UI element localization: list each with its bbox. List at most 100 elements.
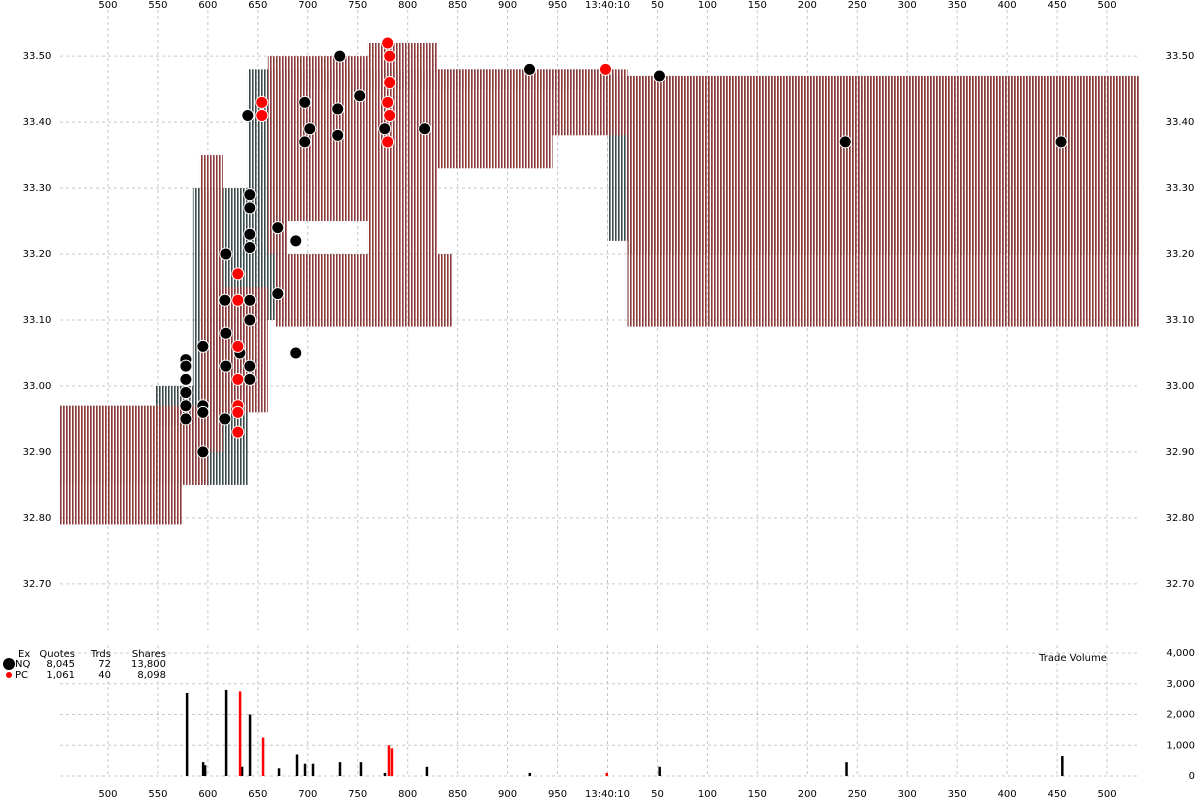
- cell: 13,800: [131, 659, 166, 670]
- trade: [289, 234, 303, 248]
- x-tick-label: 100: [698, 0, 717, 11]
- volume-bar: [240, 766, 244, 776]
- trade: [303, 122, 317, 136]
- trade: [179, 386, 193, 400]
- trade: [179, 399, 193, 413]
- header: Trds: [90, 649, 111, 660]
- y-tick-label: 0: [1189, 771, 1195, 782]
- y-tick-label: 33.10: [23, 315, 52, 326]
- trade: [196, 445, 210, 459]
- y-tick-label: 32.90: [23, 447, 52, 458]
- volume-bar: [238, 691, 242, 776]
- trade: [243, 240, 257, 254]
- x-tick-label: 400: [998, 0, 1017, 11]
- trade: [231, 372, 245, 386]
- cell: 1,061: [46, 670, 75, 681]
- y-tick-label: 33.50: [23, 51, 52, 62]
- cell: 8,098: [137, 670, 166, 681]
- x-tick-label: 200: [798, 789, 817, 800]
- y-tick-label: 32.90: [1166, 447, 1195, 458]
- volume-bar: [224, 689, 228, 776]
- trade: [243, 293, 257, 307]
- trade: [219, 359, 233, 373]
- x-tick-label: 50: [651, 0, 664, 11]
- volume-bar: [359, 762, 363, 776]
- y-tick-label: 33.40: [1166, 117, 1195, 128]
- trade: [243, 372, 257, 386]
- volume-bar: [845, 762, 848, 776]
- trade: [255, 109, 269, 123]
- trade: [271, 287, 285, 301]
- x-tick-label: 13:40:10: [585, 789, 630, 800]
- x-tick-label: 800: [398, 0, 417, 11]
- x-tick-label: 850: [448, 0, 467, 11]
- trade: [196, 339, 210, 353]
- trade: [838, 135, 852, 149]
- x-tick-label: 850: [448, 789, 467, 800]
- y-tick-label: 32.70: [1166, 579, 1195, 590]
- cell: 72: [98, 659, 111, 670]
- y-tick-label: 33.30: [23, 183, 52, 194]
- x-tick-label: 600: [198, 789, 217, 800]
- x-tick-label: 650: [248, 0, 267, 11]
- trade: [243, 359, 257, 373]
- volume-bar: [528, 772, 532, 776]
- exchange-name: NQ: [15, 659, 30, 670]
- x-tick-label: 250: [848, 0, 867, 11]
- trade: [179, 372, 193, 386]
- header: Shares: [132, 649, 166, 660]
- trade: [231, 267, 245, 281]
- trade: [298, 135, 312, 149]
- y-tick-label: 32.80: [23, 513, 52, 524]
- trade: [331, 128, 345, 142]
- cell: 40: [98, 670, 111, 681]
- x-tick-label: 400: [998, 789, 1017, 800]
- x-tick-label: 750: [348, 789, 367, 800]
- legend-marker: [3, 658, 15, 670]
- volume-bar: [605, 772, 608, 776]
- y-tick-label: 4,000: [1166, 648, 1195, 659]
- x-tick-label: 250: [848, 789, 867, 800]
- quote-range: [437, 69, 553, 169]
- volume-bar: [383, 772, 387, 776]
- volume-title: Trade Volume: [1038, 653, 1107, 664]
- y-tick-label: 1,000: [1166, 740, 1195, 751]
- volume-bar: [248, 714, 252, 776]
- trade: [383, 76, 397, 90]
- legend-marker: [6, 672, 12, 678]
- trade: [218, 412, 232, 426]
- y-tick-label: 33.20: [1166, 249, 1195, 260]
- y-tick-label: 33.00: [23, 381, 52, 392]
- x-tick-label: 350: [948, 0, 967, 11]
- volume-bar: [185, 692, 189, 776]
- trade: [298, 95, 312, 109]
- x-tick-label: 200: [798, 0, 817, 11]
- y-tick-label: 3,000: [1166, 679, 1195, 690]
- x-tick-label: 150: [748, 0, 767, 11]
- x-tick-label: 900: [498, 0, 517, 11]
- quote-range: [267, 56, 288, 255]
- x-tick-label: 500: [1097, 0, 1116, 11]
- volume-bar: [658, 766, 661, 776]
- trade: [231, 293, 245, 307]
- trade: [1054, 135, 1068, 149]
- x-tick-label: 50: [651, 789, 664, 800]
- header: Quotes: [39, 649, 75, 660]
- x-tick-label: 500: [98, 0, 117, 11]
- volume-bar: [201, 762, 205, 776]
- volume-bar: [311, 763, 315, 776]
- trade: [231, 405, 245, 419]
- trade: [241, 109, 255, 123]
- x-tick-label: 150: [748, 789, 767, 800]
- x-tick-label: 950: [548, 789, 567, 800]
- x-tick-label: 750: [348, 0, 367, 11]
- volume-bar: [338, 762, 342, 776]
- exchange-name: PC: [15, 670, 28, 681]
- trade: [523, 62, 537, 76]
- volume-bar: [261, 737, 265, 776]
- y-tick-label: 33.00: [1166, 381, 1195, 392]
- y-tick-label: 32.70: [23, 579, 52, 590]
- y-tick-label: 33.20: [23, 249, 52, 260]
- trade: [381, 36, 395, 50]
